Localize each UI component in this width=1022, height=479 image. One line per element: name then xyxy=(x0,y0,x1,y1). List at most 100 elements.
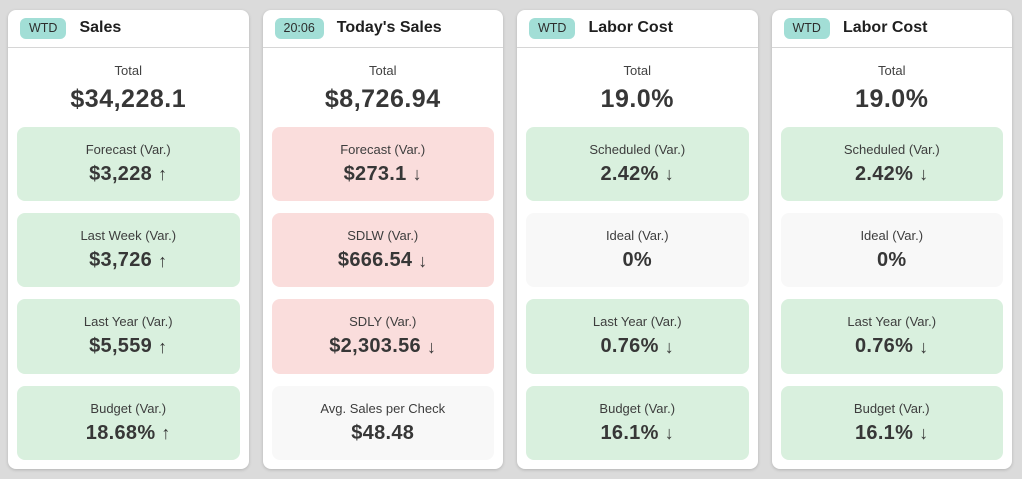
metric-value: 16.1% ↓ xyxy=(600,422,674,445)
total-block: Total $8,726.94 xyxy=(263,48,504,127)
metric-number: $3,726 xyxy=(89,249,153,272)
card-header: WTD Labor Cost xyxy=(771,10,1012,48)
metric-tile-ideal: Ideal (Var.) 0% xyxy=(526,212,749,288)
metric-label: Ideal (Var.) xyxy=(605,228,669,244)
metric-number: $666.54 xyxy=(337,249,413,272)
metric-number: $5,559 xyxy=(89,335,153,358)
metric-label: Last Year (Var.) xyxy=(83,314,173,330)
metric-value: $666.54 ↓ xyxy=(338,249,428,272)
metric-label: Budget (Var.) xyxy=(599,400,676,416)
metric-tile-forecast: Forecast (Var.) $273.1 ↓ xyxy=(271,126,494,201)
trend-down-icon: ↓ xyxy=(919,423,929,444)
period-badge: WTD xyxy=(783,18,830,39)
metric-tile-sdlw: SDLW (Var.) $666.54 ↓ xyxy=(271,212,494,288)
total-label: Total xyxy=(623,62,651,78)
total-value: 19.0% xyxy=(855,84,929,113)
metric-tile-budget: Budget (Var.) 18.68% ↑ xyxy=(17,385,240,460)
total-block: Total $34,228.1 xyxy=(8,48,249,127)
metric-value: 0% xyxy=(622,249,652,272)
total-value: $34,228.1 xyxy=(70,84,187,113)
metric-number: $48.48 xyxy=(351,421,415,444)
metric-value: 2.42% ↓ xyxy=(855,163,929,186)
metric-value: 2.42% ↓ xyxy=(600,163,674,186)
metric-number: 2.42% xyxy=(854,162,914,185)
metric-label: Forecast (Var.) xyxy=(340,141,426,157)
metric-label: Last Year (Var.) xyxy=(847,314,937,330)
metric-tile-avg-sales-per-check: Avg. Sales per Check $48.48 xyxy=(271,385,494,460)
total-block: Total 19.0% xyxy=(772,48,1013,127)
card-title: Today's Sales xyxy=(336,19,442,37)
metric-value: $5,559 ↑ xyxy=(89,335,167,358)
card-title: Labor Cost xyxy=(588,19,673,37)
kpi-card-todays-sales[interactable]: 20:06 Today's Sales Total $8,726.94 Fore… xyxy=(262,10,504,470)
metric-tiles: Forecast (Var.) $3,228 ↑ Last Week (Var.… xyxy=(8,126,249,470)
metric-label: Last Week (Var.) xyxy=(80,228,177,244)
metric-tile-last-year: Last Year (Var.) $5,559 ↑ xyxy=(17,299,240,374)
total-label: Total xyxy=(114,62,142,78)
trend-down-icon: ↓ xyxy=(412,164,422,185)
metric-label: Budget (Var.) xyxy=(853,400,930,416)
metric-value: $2,303.56 ↓ xyxy=(329,335,436,358)
metric-label: Scheduled (Var.) xyxy=(843,141,940,157)
trend-down-icon: ↓ xyxy=(664,423,675,444)
trend-up-icon: ↑ xyxy=(161,423,171,444)
metric-number: 0.76% xyxy=(854,335,914,358)
total-block: Total 19.0% xyxy=(517,48,758,127)
metric-value: 18.68% ↑ xyxy=(86,422,171,445)
metric-value: 0% xyxy=(877,249,907,272)
metric-tile-sdly: SDLY (Var.) $2,303.56 ↓ xyxy=(271,299,494,374)
metric-label: SDLW (Var.) xyxy=(347,228,419,244)
metric-label: Forecast (Var.) xyxy=(85,141,171,157)
metric-label: Last Year (Var.) xyxy=(592,314,682,330)
metric-value: $3,726 ↑ xyxy=(89,249,167,272)
metric-number: 2.42% xyxy=(600,162,659,185)
trend-down-icon: ↓ xyxy=(426,336,437,357)
metric-number: 16.1% xyxy=(600,421,659,444)
metric-number: 16.1% xyxy=(854,421,914,444)
metric-tile-last-year: Last Year (Var.) 0.76% ↓ xyxy=(526,299,749,374)
kpi-card-labor-cost-1[interactable]: WTD Labor Cost Total 19.0% Scheduled (Va… xyxy=(517,10,758,469)
card-header: 20:06 Today's Sales xyxy=(262,10,503,48)
metric-number: $2,303.56 xyxy=(329,335,421,358)
metric-value: $48.48 xyxy=(351,422,414,445)
trend-up-icon: ↑ xyxy=(158,336,168,357)
metric-label: Budget (Var.) xyxy=(90,400,167,416)
metric-number: 0.76% xyxy=(600,335,659,358)
metric-label: Scheduled (Var.) xyxy=(589,141,686,157)
total-value: $8,726.94 xyxy=(324,84,441,113)
total-label: Total xyxy=(878,62,906,78)
trend-up-icon: ↑ xyxy=(158,250,168,271)
metric-tile-budget: Budget (Var.) 16.1% ↓ xyxy=(780,385,1003,460)
trend-down-icon: ↓ xyxy=(919,336,929,357)
trend-down-icon: ↓ xyxy=(664,336,675,357)
trend-down-icon: ↓ xyxy=(664,164,675,185)
card-header: WTD Labor Cost xyxy=(517,10,758,48)
metric-tiles: Forecast (Var.) $273.1 ↓ SDLW (Var.) $66… xyxy=(263,126,504,470)
metric-number: $273.1 xyxy=(343,162,407,185)
metric-value: 0.76% ↓ xyxy=(600,335,674,358)
period-badge: WTD xyxy=(529,18,576,39)
metric-value: 0.76% ↓ xyxy=(855,335,929,358)
metric-label: Ideal (Var.) xyxy=(860,228,924,244)
metric-tile-last-year: Last Year (Var.) 0.76% ↓ xyxy=(780,299,1003,374)
metric-tile-scheduled: Scheduled (Var.) 2.42% ↓ xyxy=(526,126,749,201)
metric-label: Avg. Sales per Check xyxy=(320,400,446,416)
metric-tiles: Scheduled (Var.) 2.42% ↓ Ideal (Var.) 0%… xyxy=(772,126,1013,470)
card-header: WTD Sales xyxy=(8,10,249,48)
metric-number: 0% xyxy=(622,249,652,272)
metric-tile-last-week: Last Week (Var.) $3,726 ↑ xyxy=(17,212,240,288)
metric-tiles: Scheduled (Var.) 2.42% ↓ Ideal (Var.) 0%… xyxy=(517,126,758,470)
kpi-card-wtd-sales[interactable]: WTD Sales Total $34,228.1 Forecast (Var.… xyxy=(8,10,249,469)
card-title: Labor Cost xyxy=(842,19,928,37)
metric-number: 18.68% xyxy=(85,421,156,444)
metric-value: $3,228 ↑ xyxy=(89,163,167,186)
metric-number: $3,228 xyxy=(89,162,153,185)
trend-down-icon: ↓ xyxy=(418,250,428,271)
metric-number: 0% xyxy=(876,249,907,272)
metric-tile-forecast: Forecast (Var.) $3,228 ↑ xyxy=(17,126,240,201)
kpi-card-labor-cost-2[interactable]: WTD Labor Cost Total 19.0% Scheduled (Va… xyxy=(771,10,1013,470)
metric-label: SDLY (Var.) xyxy=(349,314,417,330)
metric-tile-scheduled: Scheduled (Var.) 2.42% ↓ xyxy=(780,126,1003,201)
period-badge: WTD xyxy=(20,18,67,39)
